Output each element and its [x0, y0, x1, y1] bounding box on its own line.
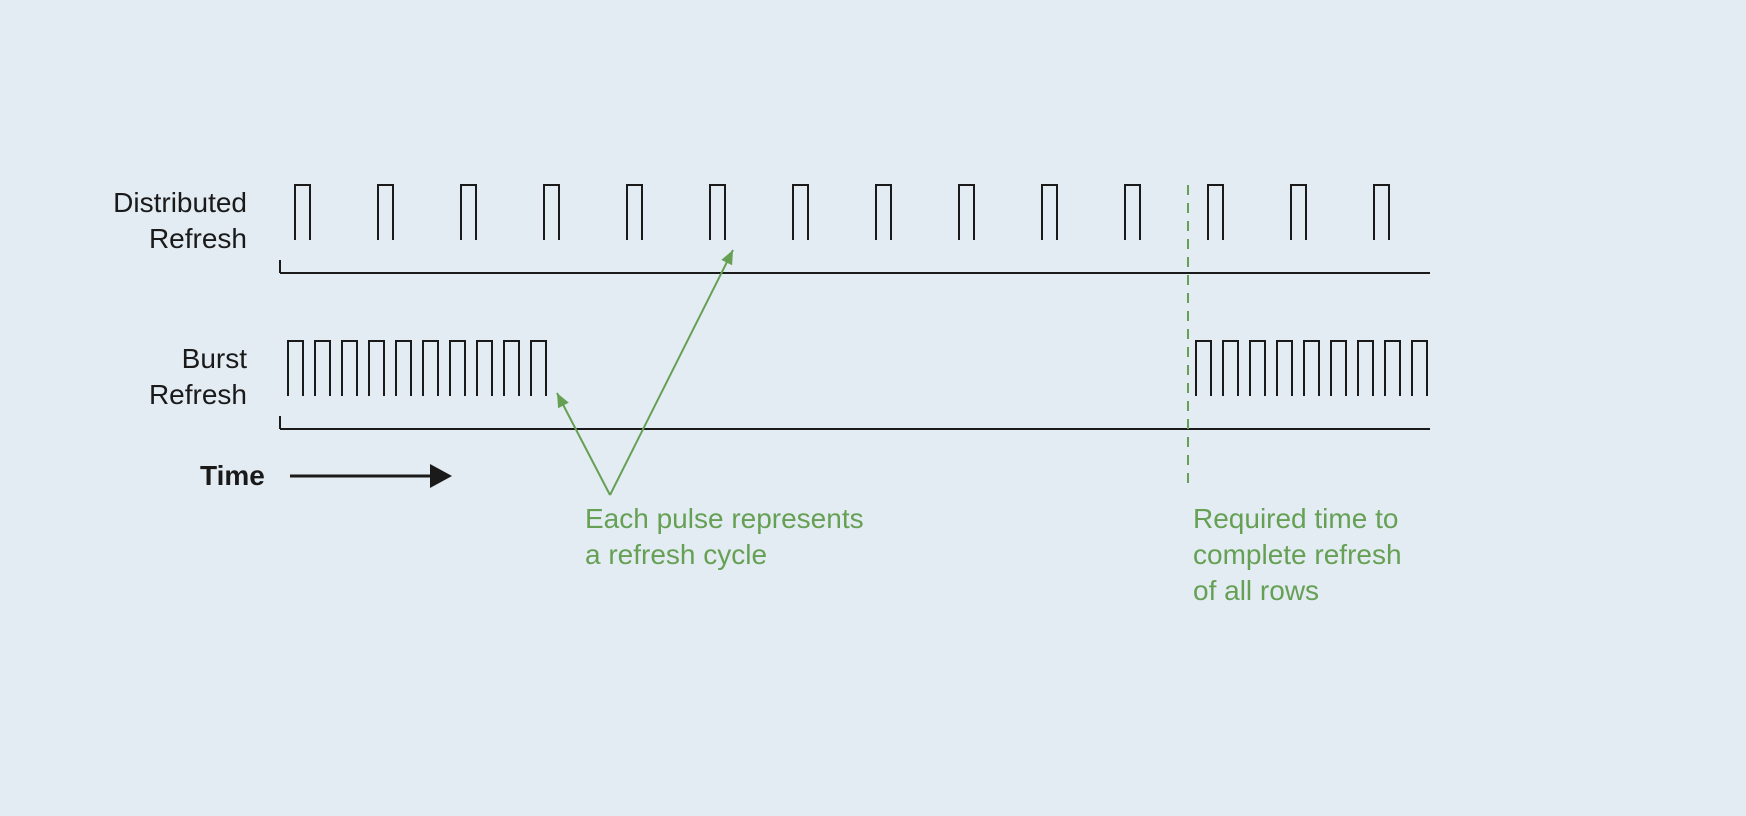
time-label: Time — [200, 460, 265, 491]
diagram-background — [0, 0, 1746, 816]
